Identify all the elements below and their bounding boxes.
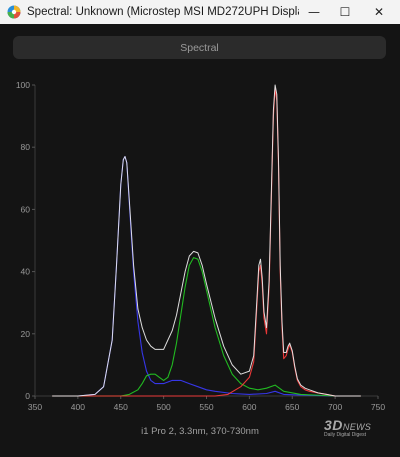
x-tick-label: 650 <box>285 402 299 412</box>
app-icon <box>7 5 21 19</box>
minimize-button[interactable]: — <box>299 0 329 24</box>
x-tick-label: 550 <box>199 402 213 412</box>
x-tick-label: 450 <box>114 402 128 412</box>
x-tick-label: 750 <box>371 402 385 412</box>
series-line-white <box>52 84 361 397</box>
main-content: Spectral <box>0 24 400 457</box>
watermark-logo: 3DNEWS <box>324 417 372 433</box>
window-titlebar: Spectral: Unknown (Microstep MSI MD272UP… <box>0 0 400 25</box>
watermark-tagline: Daily Digital Digest <box>324 432 366 438</box>
y-tick-label: 40 <box>21 267 31 277</box>
close-button[interactable]: ✕ <box>364 0 394 24</box>
series-line-blue <box>52 155 361 397</box>
window-title: Spectral: Unknown (Microstep MSI MD272UP… <box>27 6 299 18</box>
y-tick-label: 0 <box>25 391 30 401</box>
series-line-red <box>52 87 361 397</box>
x-tick-label: 350 <box>28 402 42 412</box>
series-line-green <box>52 257 361 397</box>
maximize-icon: ☐ <box>339 5 351 19</box>
y-tick-label: 80 <box>21 142 31 152</box>
x-tick-label: 600 <box>242 402 256 412</box>
spectrum-chart: 0 20 40 60 80 100 350 400 450 500 550 600 650 700 750 <box>16 80 386 412</box>
maximize-button[interactable]: ☐ <box>330 0 360 24</box>
close-icon: ✕ <box>373 5 385 19</box>
x-tick-label: 400 <box>71 402 85 412</box>
watermark: 3DNEWS Daily Digital Digest <box>324 417 371 438</box>
x-tick-label: 700 <box>328 402 342 412</box>
y-tick-label: 100 <box>16 80 30 90</box>
spectral-label: Spectral <box>180 41 219 54</box>
x-axis-label: i1 Pro 2, 3.3nm, 370-730nm <box>141 426 259 437</box>
minimize-icon: — <box>308 5 320 19</box>
spectral-header-bar[interactable]: Spectral <box>13 36 386 59</box>
x-tick-label: 500 <box>157 402 171 412</box>
y-tick-label: 60 <box>21 204 31 214</box>
y-tick-label: 20 <box>21 329 31 339</box>
